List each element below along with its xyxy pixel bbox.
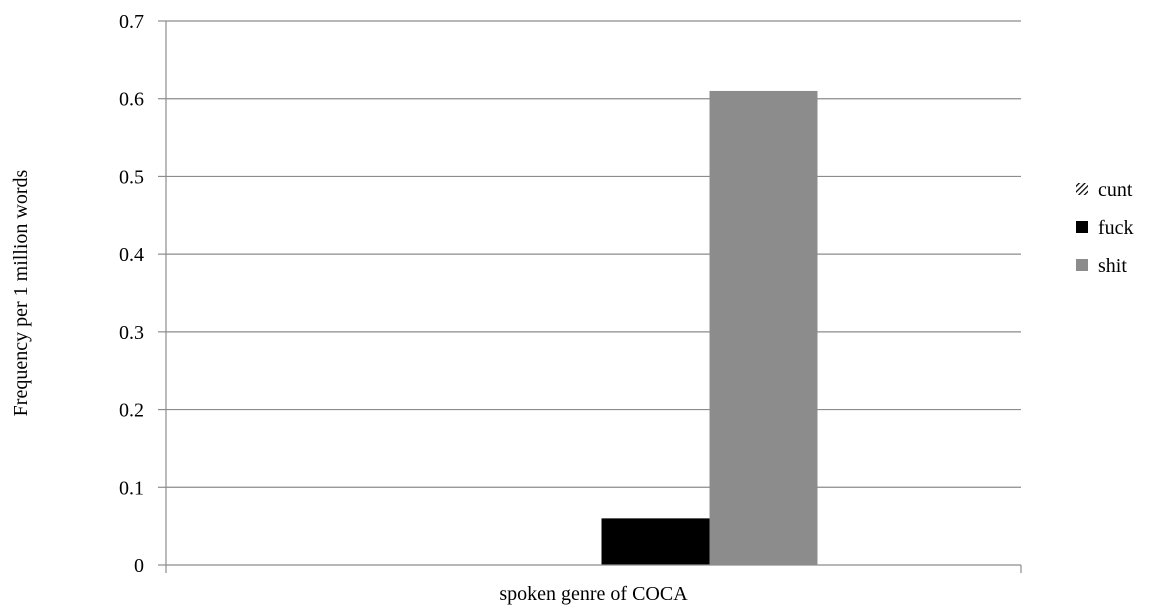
- legend-label-fuck: fuck: [1098, 217, 1134, 239]
- legend-swatch-fuck: [1076, 221, 1088, 233]
- bar-shit: [709, 90, 818, 565]
- y-tick-label: 0.6: [119, 89, 144, 111]
- y-tick-label: 0.2: [119, 400, 144, 422]
- y-axis-title: Frequency per 1 million words: [10, 169, 32, 416]
- legend-label-shit: shit: [1098, 255, 1127, 277]
- y-tick-label: 0.3: [119, 322, 144, 344]
- y-tick-label: 0: [134, 555, 144, 577]
- bars: [601, 90, 818, 565]
- legend-swatch-cunt: [1076, 183, 1088, 195]
- legend: cunt fuck shit: [1076, 179, 1134, 277]
- y-tick-label: 0.4: [119, 244, 144, 266]
- y-tick-label: 0.5: [119, 166, 144, 188]
- y-tick-label: 0.1: [119, 477, 144, 499]
- x-axis-title: spoken genre of COCA: [499, 583, 688, 605]
- legend-swatch-shit: [1076, 259, 1088, 271]
- y-tick-label: 0.7: [119, 11, 144, 33]
- bar-fuck: [601, 518, 710, 565]
- y-tick-labels: 0 0.1 0.2 0.3 0.4 0.5 0.6 0.7: [119, 11, 166, 577]
- axes: [165, 21, 1022, 573]
- gridlines: [166, 20, 1021, 488]
- legend-label-cunt: cunt: [1098, 179, 1133, 201]
